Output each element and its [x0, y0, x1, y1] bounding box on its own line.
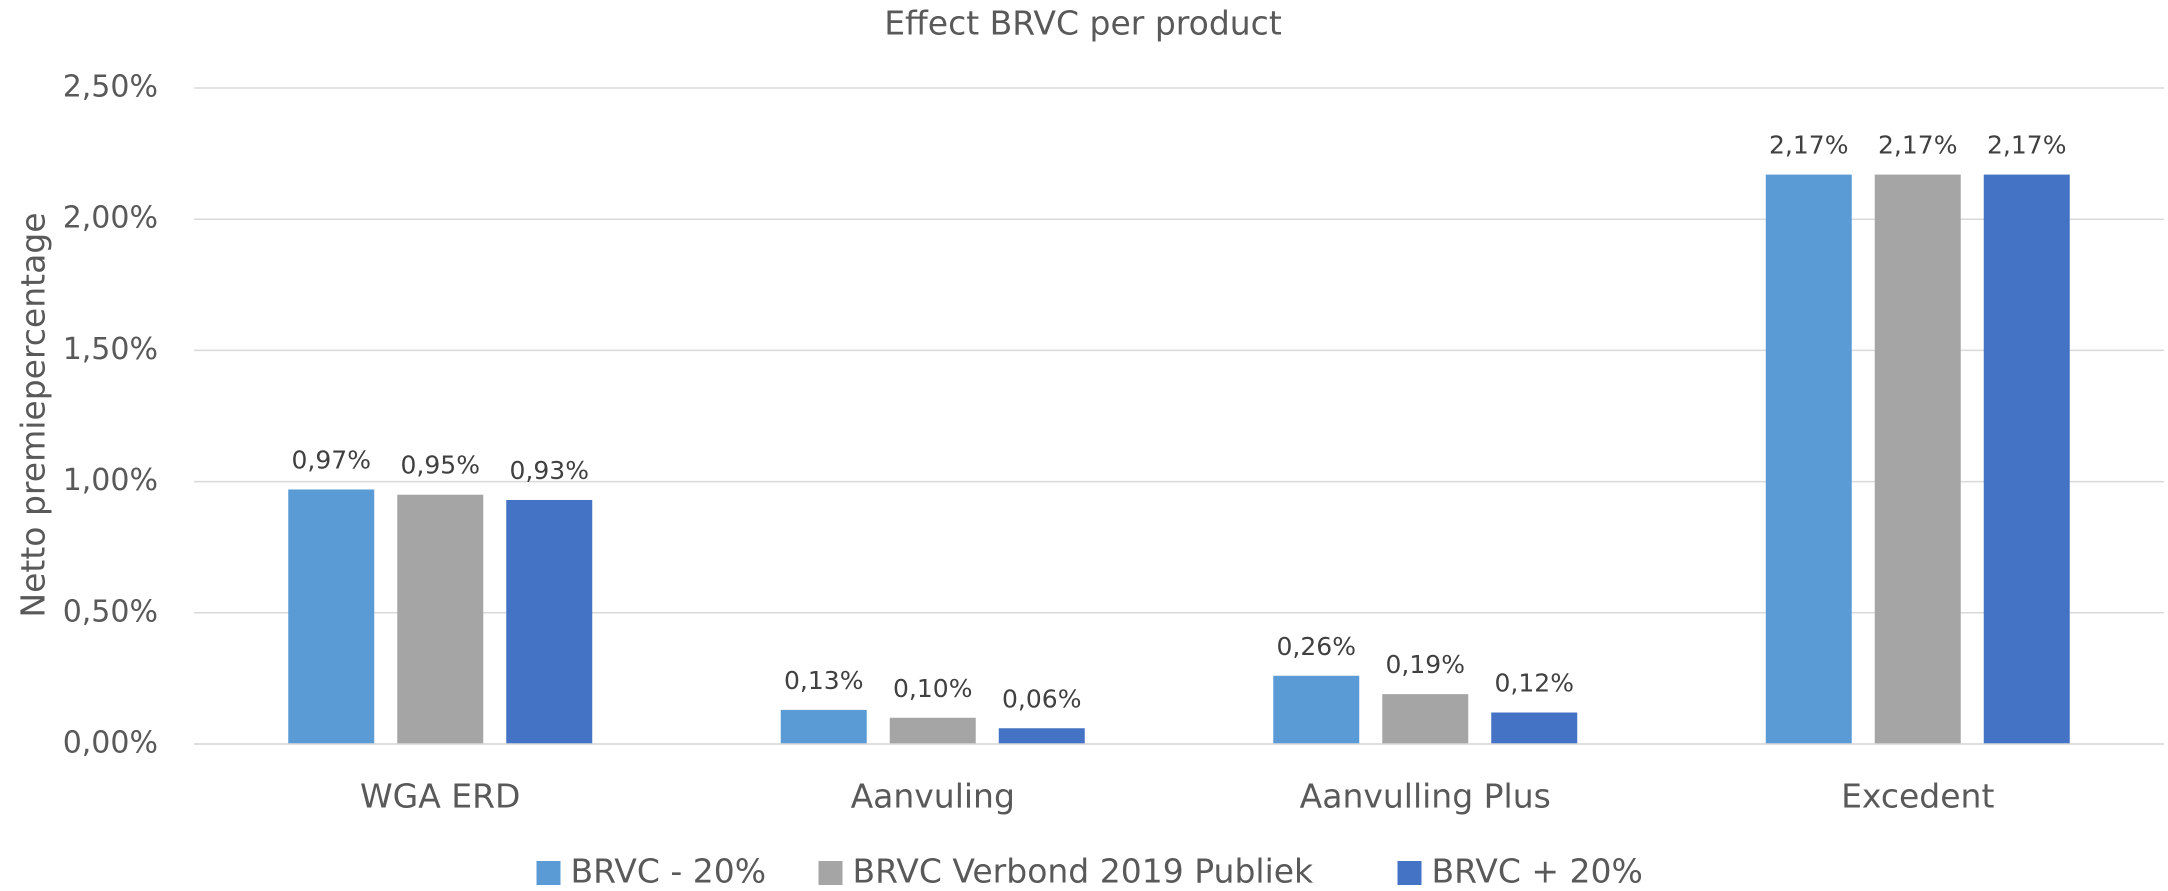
data-label: 0,95%	[401, 451, 480, 480]
bar	[1983, 174, 2070, 745]
data-label: 0,06%	[1002, 684, 1081, 713]
bar	[780, 709, 867, 744]
data-label: 0,12%	[1495, 669, 1574, 698]
legend-swatch	[536, 861, 561, 885]
legend-label: BRVC + 20%	[1432, 852, 1643, 891]
data-label: 0,10%	[893, 674, 972, 703]
y-tick-label: 0,50%	[63, 594, 158, 629]
legend-label: BRVC - 20%	[571, 852, 767, 891]
data-label: 0,26%	[1277, 632, 1356, 661]
data-label: 2,17%	[1769, 131, 1848, 160]
bar	[1273, 675, 1360, 744]
data-label: 2,17%	[1987, 131, 2066, 160]
legend-swatch	[1397, 861, 1422, 885]
y-tick-label: 1,00%	[63, 463, 158, 498]
legend-swatch	[818, 861, 843, 885]
bar	[1491, 712, 1578, 744]
data-label: 0,93%	[510, 456, 589, 485]
y-tick-label: 1,50%	[63, 332, 158, 367]
y-tick-label: 2,50%	[63, 70, 158, 105]
legend-label: BRVC Verbond 2019 Publiek	[853, 852, 1315, 891]
bar	[889, 717, 976, 744]
y-axis-label: Netto premiepercentage	[14, 212, 53, 617]
x-tick-label: Aanvulling Plus	[1300, 777, 1551, 816]
x-tick-label: WGA ERD	[360, 777, 520, 816]
chart-title: Effect BRVC per product	[884, 4, 1282, 43]
bar	[1382, 694, 1469, 744]
x-tick-label: Excedent	[1841, 777, 1994, 816]
x-tick-label: Aanvuling	[851, 777, 1015, 816]
data-label: 0,13%	[784, 666, 863, 695]
data-label: 0,97%	[292, 445, 371, 474]
y-tick-label: 2,00%	[63, 201, 158, 236]
bar	[506, 499, 593, 744]
bar	[397, 494, 484, 744]
data-label: 0,19%	[1386, 650, 1465, 679]
y-tick-label: 0,00%	[63, 726, 158, 761]
bar	[1765, 174, 1852, 745]
bar	[1874, 174, 1961, 745]
bar	[288, 489, 375, 744]
bar	[998, 728, 1085, 744]
data-label: 2,17%	[1878, 131, 1957, 160]
